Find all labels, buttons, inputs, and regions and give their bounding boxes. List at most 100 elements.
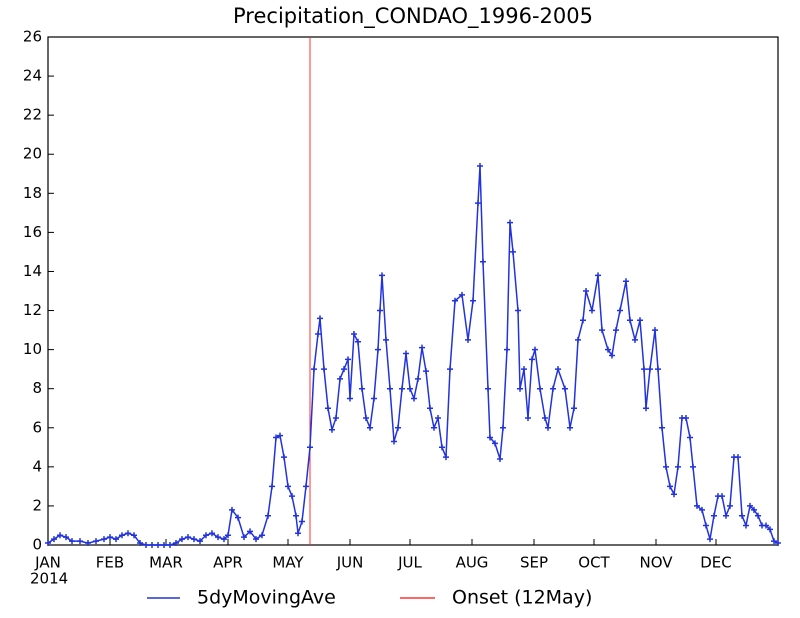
point-marker	[411, 395, 417, 402]
point-marker	[532, 346, 538, 353]
point-marker	[51, 536, 57, 543]
x-tick-label: NOV	[639, 554, 673, 572]
year-label: 2014	[30, 570, 68, 588]
point-marker	[303, 483, 309, 490]
point-marker	[555, 366, 561, 373]
point-marker	[439, 444, 445, 451]
point-marker	[167, 542, 173, 548]
point-marker	[694, 502, 700, 509]
point-marker	[613, 327, 619, 334]
point-marker	[470, 297, 476, 304]
point-marker	[637, 317, 643, 324]
point-marker	[345, 356, 351, 363]
point-marker	[247, 528, 253, 535]
point-marker	[209, 530, 215, 537]
point-marker	[307, 444, 313, 451]
point-marker	[517, 385, 523, 392]
point-marker	[562, 385, 568, 392]
point-marker	[229, 506, 235, 513]
point-marker	[347, 395, 353, 402]
point-marker	[101, 536, 107, 543]
point-marker	[93, 538, 99, 545]
point-marker	[173, 540, 179, 547]
point-marker	[545, 424, 551, 431]
point-marker	[315, 330, 321, 337]
point-marker	[711, 512, 717, 519]
point-marker	[492, 440, 498, 447]
y-tick-label: 24	[23, 67, 42, 85]
point-marker	[225, 532, 231, 539]
point-marker	[149, 542, 155, 548]
point-marker	[363, 415, 369, 421]
point-marker	[763, 522, 769, 529]
y-tick-label: 12	[23, 301, 42, 319]
point-marker	[521, 366, 527, 373]
point-marker	[627, 317, 633, 324]
point-marker	[703, 522, 709, 529]
point-marker	[605, 346, 611, 353]
point-marker	[515, 307, 521, 314]
x-tick-label: AUG	[456, 554, 489, 572]
point-marker	[671, 491, 677, 498]
point-marker	[487, 434, 493, 441]
point-marker	[85, 540, 91, 547]
point-marker	[623, 278, 629, 285]
point-marker	[743, 522, 749, 529]
point-marker	[609, 352, 615, 359]
point-marker	[221, 536, 227, 543]
point-marker	[775, 540, 781, 547]
point-marker	[735, 454, 741, 461]
point-marker	[419, 344, 425, 351]
point-marker	[107, 534, 113, 541]
point-marker	[727, 502, 733, 509]
point-marker	[652, 327, 658, 334]
point-marker	[500, 424, 506, 431]
point-marker	[273, 434, 279, 441]
point-marker	[643, 405, 649, 412]
point-marker	[423, 368, 429, 375]
point-marker	[113, 536, 119, 543]
point-marker	[707, 536, 713, 543]
point-marker	[191, 536, 197, 543]
point-marker	[45, 540, 51, 547]
point-marker	[475, 200, 481, 207]
point-marker	[719, 493, 725, 500]
point-marker	[215, 534, 221, 541]
point-marker	[371, 395, 377, 402]
point-marker	[253, 536, 259, 543]
point-marker	[655, 366, 661, 373]
point-marker	[125, 530, 131, 537]
point-marker	[617, 307, 623, 314]
point-marker	[599, 327, 605, 334]
point-marker	[119, 532, 125, 539]
point-marker	[507, 219, 513, 226]
point-marker	[265, 512, 271, 519]
point-marker	[179, 536, 185, 543]
point-marker	[383, 336, 389, 343]
y-tick-label: 20	[23, 145, 42, 163]
y-tick-label: 22	[23, 106, 42, 124]
x-tick-label: FEB	[96, 554, 124, 572]
point-marker	[289, 493, 295, 500]
point-marker	[427, 405, 433, 412]
point-marker	[321, 366, 327, 373]
point-marker	[747, 502, 753, 509]
point-marker	[683, 415, 689, 421]
point-marker	[161, 542, 167, 548]
point-marker	[337, 375, 343, 382]
point-marker	[375, 346, 381, 353]
point-marker	[465, 336, 471, 343]
point-marker	[571, 405, 577, 412]
point-marker	[583, 288, 589, 294]
point-marker	[351, 330, 357, 337]
point-marker	[63, 534, 69, 541]
point-marker	[667, 483, 673, 490]
point-marker	[395, 424, 401, 431]
y-tick-label: 6	[32, 418, 42, 436]
point-marker	[447, 366, 453, 373]
point-marker	[504, 346, 510, 353]
plot-frame	[47, 36, 779, 546]
point-marker	[767, 526, 773, 533]
